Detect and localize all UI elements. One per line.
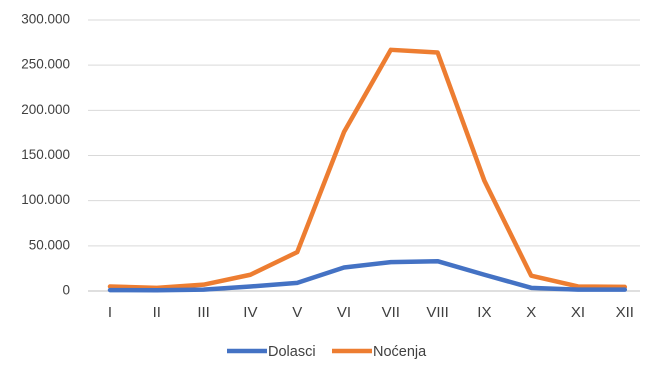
legend: Dolasci Noćenja: [227, 344, 427, 360]
y-tick-label: 250.000: [21, 57, 70, 72]
x-tick-label: I: [108, 304, 112, 321]
x-tick-label: XII: [616, 304, 634, 321]
legend-label: Dolasci: [268, 344, 316, 360]
y-tick-label: 150.000: [21, 147, 70, 162]
y-tick-label: 300.000: [21, 12, 70, 27]
y-tick-label: 0: [62, 283, 70, 298]
x-axis-ticks: I II III IV V VI VII VIII IX X XI XII: [108, 304, 634, 321]
y-tick-label: 200.000: [21, 102, 70, 117]
x-tick-label: II: [153, 304, 161, 321]
x-tick-label: X: [526, 304, 536, 321]
x-tick-label: IX: [477, 304, 491, 321]
x-tick-label: VII: [382, 304, 400, 321]
x-tick-label: V: [292, 304, 302, 321]
y-axis-ticks: 0 50.000 100.000 150.000 200.000 250.000 300.0…: [21, 12, 70, 298]
x-tick-label: XI: [571, 304, 585, 321]
gridlines: [88, 19, 640, 292]
series-line-no-enja: [107, 47, 628, 291]
x-tick-label: VIII: [426, 304, 449, 321]
y-tick-label: 50.000: [29, 237, 70, 252]
y-tick-label: 100.000: [21, 192, 70, 207]
series-line-dolasci: [107, 258, 628, 293]
x-tick-label: IV: [243, 304, 257, 321]
x-tick-label: III: [197, 304, 210, 321]
x-tick-label: VI: [337, 304, 351, 321]
series-lines: [107, 47, 628, 293]
legend-label: Noćenja: [373, 344, 427, 360]
